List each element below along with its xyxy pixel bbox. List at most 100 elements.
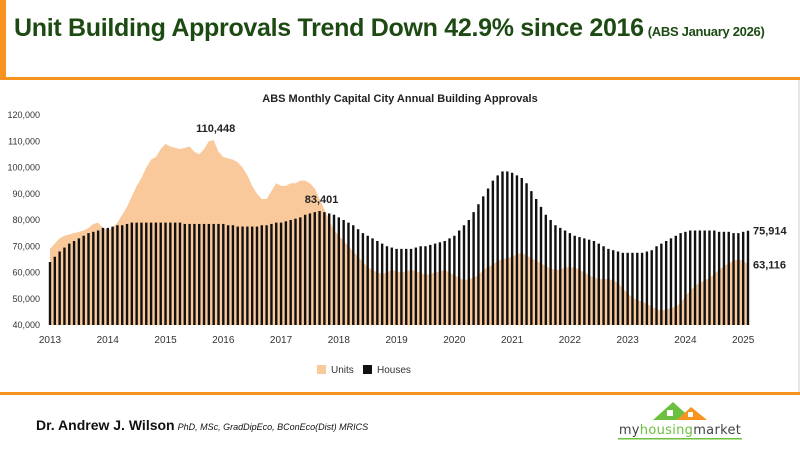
houses-bar — [63, 247, 66, 325]
x-tick-label: 2023 — [617, 335, 640, 346]
houses-bar — [722, 231, 726, 325]
houses-bar — [419, 246, 422, 325]
houses-bar — [130, 222, 134, 325]
houses-bar — [385, 246, 389, 325]
houses-bar — [207, 223, 211, 325]
title-text: Unit Building Approvals Trend Down 42.9%… — [14, 14, 644, 42]
houses-bar — [457, 230, 461, 325]
y-tick-label: 60,000 — [12, 268, 40, 278]
houses-bar — [361, 233, 365, 325]
houses-bar — [82, 235, 85, 325]
houses-bar — [506, 171, 509, 325]
panel-edge — [798, 80, 800, 392]
houses-bar — [717, 231, 721, 325]
y-tick-label: 100,000 — [7, 163, 40, 173]
houses-bar — [313, 212, 316, 325]
houses-bar — [173, 222, 177, 325]
houses-bar — [650, 250, 653, 325]
houses-bar — [689, 230, 692, 325]
houses-bar — [549, 220, 552, 325]
houses-bar — [255, 226, 259, 325]
houses-bar — [323, 212, 326, 325]
houses-bar — [390, 247, 393, 325]
data-label: 75,914 — [753, 226, 788, 238]
legend: Units Houses — [317, 365, 411, 376]
houses-bar — [356, 229, 360, 325]
houses-bar — [380, 243, 384, 325]
author-credentials: PhD, MSc, GradDipEco, BConEco(Dist) MRIC… — [177, 422, 369, 432]
x-tick-label: 2022 — [559, 335, 582, 346]
houses-bar — [154, 222, 158, 325]
y-tick-label: 40,000 — [12, 320, 40, 330]
houses-bar — [737, 233, 740, 325]
houses-bar — [337, 217, 341, 325]
houses-bar — [164, 222, 167, 325]
houses-bar — [250, 226, 254, 325]
houses-bar — [284, 221, 288, 325]
houses-bar — [602, 246, 605, 325]
x-tick-label: 2018 — [328, 335, 351, 346]
x-tick-label: 2021 — [501, 335, 524, 346]
houses-bar — [626, 252, 629, 325]
houses-bar — [241, 226, 244, 325]
houses-bar — [732, 233, 735, 325]
houses-bar — [645, 251, 649, 325]
houses-bar — [303, 214, 307, 325]
houses-bar — [92, 231, 95, 325]
houses-bar — [554, 225, 557, 325]
legend-label-units: Units — [331, 365, 354, 376]
houses-bar — [226, 225, 230, 325]
houses-bar — [246, 226, 249, 325]
houses-bar — [106, 227, 109, 325]
houses-bar — [178, 222, 182, 325]
houses-bar — [660, 243, 663, 325]
x-tick-label: 2016 — [212, 335, 235, 346]
y-tick-label: 70,000 — [12, 241, 40, 251]
houses-bar — [573, 235, 576, 325]
houses-bar — [371, 238, 374, 325]
x-tick-label: 2015 — [154, 335, 177, 346]
footer-divider — [0, 392, 800, 395]
houses-bar — [308, 213, 312, 325]
x-tick-label: 2020 — [443, 335, 466, 346]
houses-bar — [684, 231, 687, 325]
x-tick-label: 2013 — [39, 335, 62, 346]
houses-bar — [424, 246, 427, 325]
houses-bar — [525, 183, 528, 325]
houses-bar — [616, 251, 620, 325]
x-tick-label: 2019 — [385, 335, 408, 346]
houses-bar — [270, 223, 273, 325]
houses-bar — [669, 238, 673, 325]
houses-bar — [467, 220, 470, 325]
x-tick-label: 2017 — [270, 335, 293, 346]
y-tick-label: 110,000 — [8, 136, 40, 146]
houses-bar — [125, 223, 129, 325]
header-divider — [0, 77, 800, 80]
houses-bar — [279, 222, 283, 325]
houses-bar — [260, 225, 264, 325]
houses-bar — [342, 220, 345, 325]
houses-bar — [289, 220, 292, 325]
houses-bar — [183, 223, 186, 325]
houses-bar — [265, 225, 268, 325]
houses-bar — [713, 230, 716, 325]
x-axis: 2013 2014 2015 2016 2017 2018 2019 2020 2021 2022… — [39, 335, 755, 346]
houses-bar — [58, 251, 61, 325]
houses-bar — [472, 212, 475, 325]
y-tick-label: 50,000 — [12, 294, 40, 304]
houses-bar — [583, 238, 586, 325]
houses-bar — [443, 241, 446, 325]
x-tick-label: 2025 — [732, 335, 755, 346]
houses-bar — [140, 222, 143, 325]
units-area — [50, 140, 748, 325]
houses-bar — [77, 238, 81, 325]
houses-bar — [515, 175, 519, 325]
houses-bar — [159, 222, 162, 325]
houses-bar — [328, 213, 331, 325]
author-name: Dr. Andrew J. Wilson — [36, 417, 175, 433]
houses-bar — [222, 223, 225, 325]
houses-bar — [664, 241, 668, 325]
y-tick-label: 80,000 — [12, 215, 40, 225]
houses-bar — [568, 233, 572, 325]
approvals-chart: ABS Monthly Capital City Annual Building… — [7, 93, 788, 376]
